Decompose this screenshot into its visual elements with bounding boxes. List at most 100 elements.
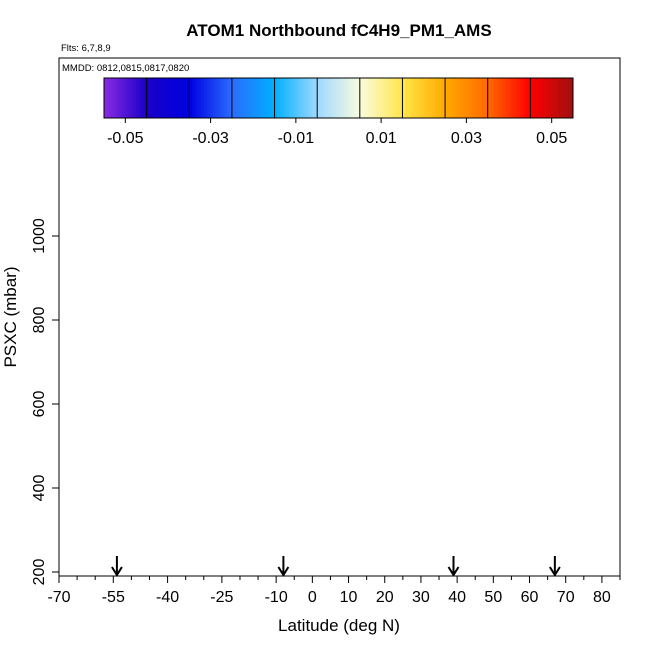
- colorbar-swatch: [429, 78, 433, 118]
- colorbar-swatch: [411, 78, 416, 118]
- colorbar-swatch: [250, 78, 254, 118]
- colorbar-swatch: [370, 78, 375, 118]
- colorbar-swatch: [177, 78, 181, 118]
- colorbar-swatch: [476, 78, 480, 118]
- y-tick-label: 400: [31, 475, 48, 502]
- colorbar-swatch: [341, 78, 345, 118]
- colorbar-swatch: [335, 78, 339, 118]
- colorbar-swatch: [124, 78, 128, 118]
- colorbar-swatch: [567, 78, 571, 118]
- colorbar-swatch: [218, 78, 222, 118]
- colorbar-swatch: [505, 78, 510, 118]
- colorbar-swatch: [142, 78, 146, 118]
- colorbar-swatch: [221, 78, 225, 118]
- x-tick-label: 60: [521, 589, 539, 606]
- colorbar-swatch: [499, 78, 504, 118]
- colorbar-swatch: [104, 78, 108, 118]
- colorbar-swatch: [523, 78, 527, 118]
- x-tick-label: 30: [412, 589, 430, 606]
- colorbar-swatch: [514, 78, 518, 118]
- colorbar-swatch: [517, 78, 521, 118]
- colorbar-swatch: [150, 78, 155, 118]
- colorbar-swatch: [291, 78, 296, 118]
- colorbar-swatch: [482, 78, 486, 118]
- colorbar-tick-label: 0.03: [451, 130, 482, 147]
- colorbar-swatch: [288, 78, 293, 118]
- colorbar-swatch: [534, 78, 539, 118]
- colorbar-frame: [103, 77, 574, 119]
- colorbar-swatch: [452, 78, 457, 118]
- arrow-marker: [549, 556, 561, 577]
- colorbar-swatch: [215, 78, 219, 118]
- colorbar-swatch: [420, 78, 425, 118]
- colorbar-swatch: [300, 78, 304, 118]
- colorbar-swatch: [183, 78, 187, 118]
- colorbar-swatch: [426, 78, 430, 118]
- colorbar-swatch: [537, 78, 542, 118]
- colorbar-swatch: [235, 78, 240, 118]
- x-tick-label: -40: [156, 589, 179, 606]
- colorbar-swatch: [282, 78, 287, 118]
- colorbar-swatch: [112, 78, 117, 118]
- colorbar-swatch: [385, 78, 389, 118]
- colorbar-swatch: [458, 78, 463, 118]
- colorbar-swatch: [209, 78, 213, 118]
- colorbar-swatch: [206, 78, 211, 118]
- colorbar-swatch: [106, 78, 111, 118]
- colorbar-swatch: [543, 78, 548, 118]
- colorbar-swatch: [320, 78, 325, 118]
- colorbar-swatch: [329, 78, 334, 118]
- colorbar-swatch: [490, 78, 495, 118]
- colorbar-swatch: [171, 78, 175, 118]
- colorbar-swatch: [109, 78, 114, 118]
- x-tick-label: 40: [448, 589, 466, 606]
- colorbar-swatch: [391, 78, 395, 118]
- colorbar-swatch: [511, 78, 515, 118]
- colorbar-tick-label: 0.01: [366, 130, 397, 147]
- colorbar-swatch: [303, 78, 307, 118]
- colorbar-swatch: [139, 78, 143, 118]
- colorbar-swatch: [520, 78, 524, 118]
- colorbar-swatch: [432, 78, 436, 118]
- colorbar-swatch: [461, 78, 466, 118]
- colorbar-swatch: [502, 78, 507, 118]
- x-tick-label: 10: [340, 589, 358, 606]
- colorbar-swatch: [344, 78, 348, 118]
- colorbar: [103, 77, 574, 119]
- colorbar-swatch: [540, 78, 545, 118]
- colorbar-swatch: [414, 78, 419, 118]
- x-axis-label: Latitude (deg N): [278, 616, 400, 635]
- colorbar-swatch: [435, 78, 439, 118]
- colorbar-swatch: [256, 78, 260, 118]
- x-tick-label: 50: [484, 589, 502, 606]
- colorbar-swatch: [467, 78, 471, 118]
- colorbar-swatch: [262, 78, 266, 118]
- colorbar-swatch: [274, 78, 278, 118]
- arrow-marker: [111, 556, 123, 577]
- colorbar-swatch: [423, 78, 427, 118]
- colorbar-swatch: [487, 78, 492, 118]
- colorbar-tick-label: -0.01: [278, 130, 315, 147]
- colorbar-swatch: [162, 78, 167, 118]
- colorbar-swatch: [552, 78, 556, 118]
- colorbar-swatch: [165, 78, 169, 118]
- colorbar-swatch: [194, 78, 199, 118]
- colorbar-swatch: [561, 78, 565, 118]
- colorbar-swatch: [279, 78, 284, 118]
- arrow-marker: [277, 556, 290, 577]
- colorbar-swatch: [227, 78, 231, 118]
- colorbar-swatch: [549, 78, 553, 118]
- colorbar-swatch: [364, 78, 369, 118]
- x-axis: -70 -55 -40 -25 -10 0 10 20 30 40 50 60 70 80: [47, 576, 621, 606]
- colorbar-swatch: [350, 78, 354, 118]
- colorbar-swatch: [189, 78, 193, 118]
- colorbar-swatch: [470, 78, 474, 118]
- colorbar-swatch: [359, 78, 363, 118]
- colorbar-swatch: [388, 78, 392, 118]
- colorbar-swatch: [130, 78, 134, 118]
- colorbar-swatch: [417, 78, 422, 118]
- colorbar-swatch: [493, 78, 498, 118]
- x-tick-label: 20: [376, 589, 394, 606]
- colorbar-swatch: [174, 78, 178, 118]
- colorbar-swatch: [197, 78, 202, 118]
